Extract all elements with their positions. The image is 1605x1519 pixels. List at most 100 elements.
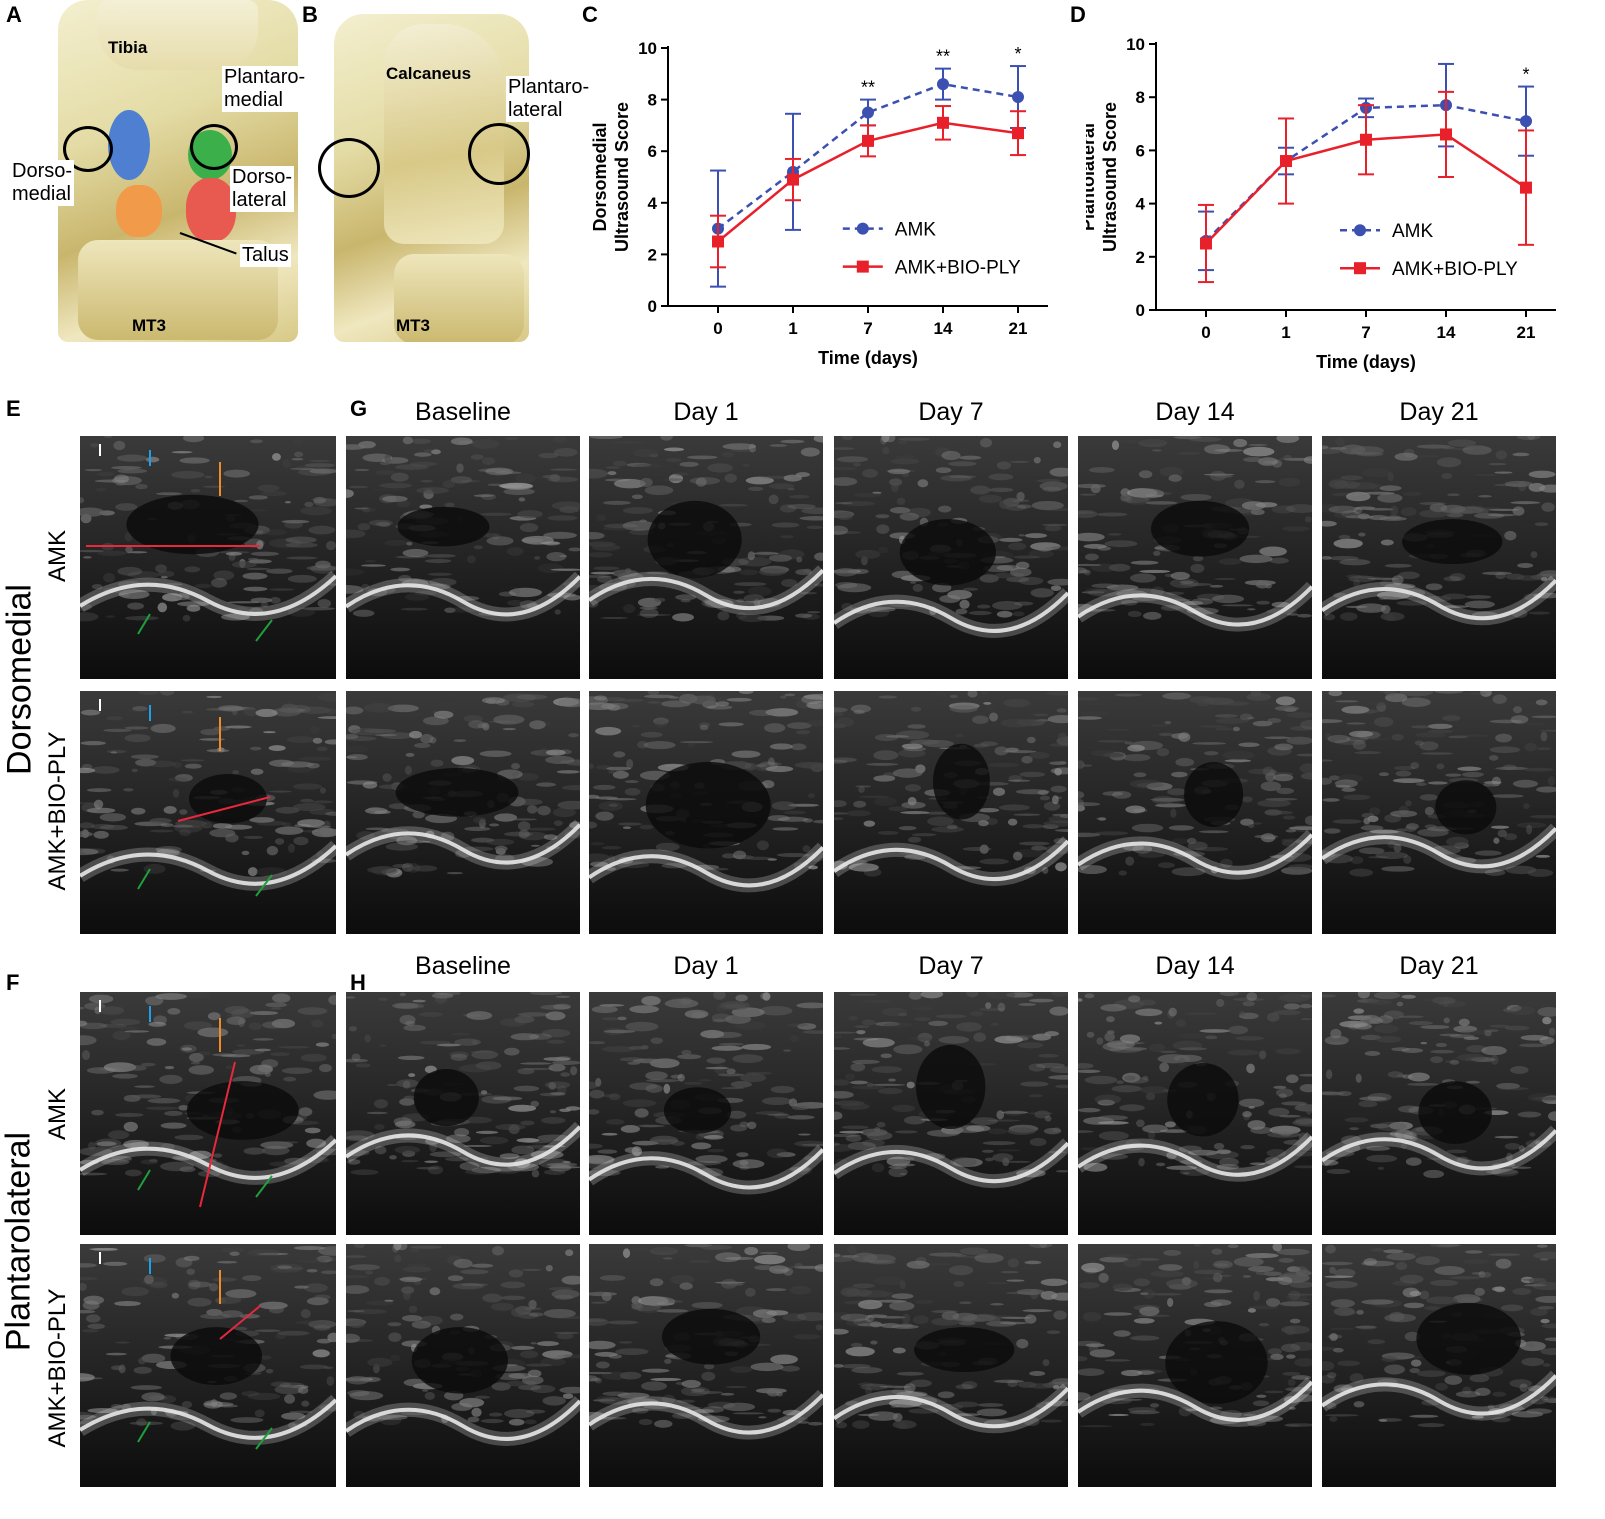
data-point bbox=[712, 235, 724, 248]
y-tick-label: 8 bbox=[1136, 88, 1145, 107]
x-tick-label: 1 bbox=[788, 319, 797, 338]
h-col-title-3: Day 14 bbox=[1155, 952, 1235, 980]
talus-label: Talus bbox=[240, 244, 291, 267]
data-point bbox=[787, 173, 799, 186]
panel-label-h: H bbox=[350, 970, 366, 995]
x-tick-label: 7 bbox=[1361, 323, 1370, 342]
x-tick-label: 14 bbox=[1437, 323, 1456, 342]
x-tick-label: 7 bbox=[863, 319, 872, 338]
x-tick-label: 21 bbox=[1009, 319, 1028, 338]
h-us-bio-0 bbox=[346, 1244, 580, 1487]
legend-marker bbox=[1354, 224, 1366, 237]
us-image-e-bio bbox=[80, 691, 336, 934]
h-us-amk-3 bbox=[1078, 992, 1312, 1235]
data-point bbox=[1520, 115, 1532, 128]
row-label-e-amk: AMK bbox=[44, 530, 71, 583]
g-us-amk-3 bbox=[1078, 436, 1312, 679]
data-point bbox=[1440, 128, 1452, 141]
talus-region-orange bbox=[116, 185, 162, 237]
row-label-f-amk: AMK bbox=[44, 1088, 71, 1141]
y-tick-label: 6 bbox=[1136, 141, 1145, 160]
g-col-title-2: Day 7 bbox=[918, 398, 984, 426]
y-tick-label: 10 bbox=[638, 39, 657, 58]
significance-mark: * bbox=[1522, 65, 1529, 85]
mt3-label-a: MT3 bbox=[132, 316, 166, 335]
g-us-bio-4 bbox=[1322, 691, 1556, 934]
y-axis-label: Plantolateral bbox=[1086, 123, 1098, 231]
y-tick-label: 2 bbox=[1136, 248, 1145, 267]
chart-plantarolateral-score: 0 2 4 6 8 10 0 1 7 14 21 Time (days) Plantolateral Ul… bbox=[1086, 35, 1556, 372]
y-tick-label: 4 bbox=[1136, 195, 1146, 214]
y-tick-label: 0 bbox=[1136, 301, 1145, 320]
significance-mark: ** bbox=[861, 78, 875, 98]
panel-label-g: G bbox=[350, 396, 368, 421]
g-us-bio-3 bbox=[1078, 691, 1312, 934]
h-col-title-2: Day 7 bbox=[918, 952, 984, 980]
data-point bbox=[862, 106, 874, 119]
g-us-amk-0 bbox=[346, 436, 580, 679]
h-us-amk-1 bbox=[589, 992, 823, 1235]
site-label-plantarolateral: Plantarolateral bbox=[0, 1131, 38, 1352]
g-us-bio-1 bbox=[589, 691, 823, 934]
plantaromedial-circle bbox=[190, 124, 238, 170]
plantaromedial-label: Plantaro- medial bbox=[222, 66, 308, 112]
legend-label-0: AMK bbox=[1392, 221, 1434, 242]
h-col-title-0: Baseline bbox=[415, 952, 511, 980]
x-tick-label: 0 bbox=[1201, 323, 1210, 342]
y-tick-label: 10 bbox=[1126, 35, 1145, 54]
y-tick-label: 4 bbox=[648, 194, 658, 213]
data-point bbox=[1012, 91, 1024, 104]
x-axis-label: Time (days) bbox=[818, 348, 918, 368]
us-image-f-amk bbox=[80, 992, 336, 1235]
plantarolateral-label: Plantaro- lateral bbox=[506, 76, 592, 122]
g-us-bio-2 bbox=[834, 691, 1068, 934]
h-col-title-4: Day 21 bbox=[1399, 952, 1479, 980]
panel-label-f: F bbox=[6, 970, 20, 995]
h-us-bio-2 bbox=[834, 1244, 1068, 1487]
g-col-title-3: Day 14 bbox=[1155, 398, 1235, 426]
x-tick-label: 14 bbox=[934, 319, 953, 338]
data-point bbox=[1520, 181, 1532, 194]
y-axis-label: Ultrasound Score bbox=[612, 102, 632, 252]
tibia-label: Tibia bbox=[108, 38, 148, 57]
data-point bbox=[937, 116, 949, 129]
row-label-e-bio: AMK+BIO-PLY bbox=[44, 731, 71, 891]
data-point bbox=[937, 78, 949, 91]
panel-label-a: A bbox=[6, 2, 22, 27]
y-axis-label: Dorsomedial bbox=[590, 122, 610, 231]
significance-mark: ** bbox=[936, 47, 950, 67]
g-col-title-0: Baseline bbox=[415, 398, 511, 426]
y-tick-label: 8 bbox=[648, 91, 657, 110]
panel-label-b: B bbox=[302, 2, 318, 27]
dorsomedial-label: Dorso- medial bbox=[10, 160, 75, 206]
significance-mark: * bbox=[1014, 44, 1021, 64]
g-us-amk-4 bbox=[1322, 436, 1556, 679]
dorsolateral-label: Dorso- lateral bbox=[230, 166, 295, 212]
x-tick-label: 21 bbox=[1517, 323, 1536, 342]
g-us-bio-0 bbox=[346, 691, 580, 934]
tibia-bone bbox=[98, 0, 258, 70]
chart-dorsomedial-score: 0 2 4 6 8 10 0 1 7 14 21 Time (days) Dorsomedial Ultr… bbox=[590, 39, 1048, 368]
plantarolateral-circle bbox=[468, 123, 530, 185]
h-us-bio-4 bbox=[1322, 1244, 1556, 1487]
x-axis-label: Time (days) bbox=[1316, 352, 1416, 372]
site-label-dorsomedial: Dorsomedial bbox=[0, 584, 39, 775]
h-us-amk-0 bbox=[346, 992, 580, 1235]
h-col-title-1: Day 1 bbox=[673, 952, 739, 980]
data-point bbox=[1360, 133, 1372, 146]
calcaneus-label: Calcaneus bbox=[386, 64, 472, 83]
x-tick-label: 1 bbox=[1281, 323, 1290, 342]
g-us-amk-2 bbox=[834, 436, 1068, 679]
g-col-title-4: Day 21 bbox=[1399, 398, 1479, 426]
g-col-title-1: Day 1 bbox=[673, 398, 739, 426]
y-axis-label: Ultrasound Score bbox=[1100, 102, 1120, 252]
legend-marker bbox=[1354, 262, 1366, 275]
data-point bbox=[1012, 127, 1024, 140]
series-line-0 bbox=[717, 82, 1019, 230]
legend-label-0: AMK bbox=[895, 220, 937, 241]
dorsomedial-region bbox=[108, 110, 150, 180]
h-us-bio-3 bbox=[1078, 1244, 1312, 1487]
medial-circle-b bbox=[318, 138, 380, 198]
g-us-amk-1 bbox=[589, 436, 823, 679]
data-point bbox=[1280, 155, 1292, 168]
